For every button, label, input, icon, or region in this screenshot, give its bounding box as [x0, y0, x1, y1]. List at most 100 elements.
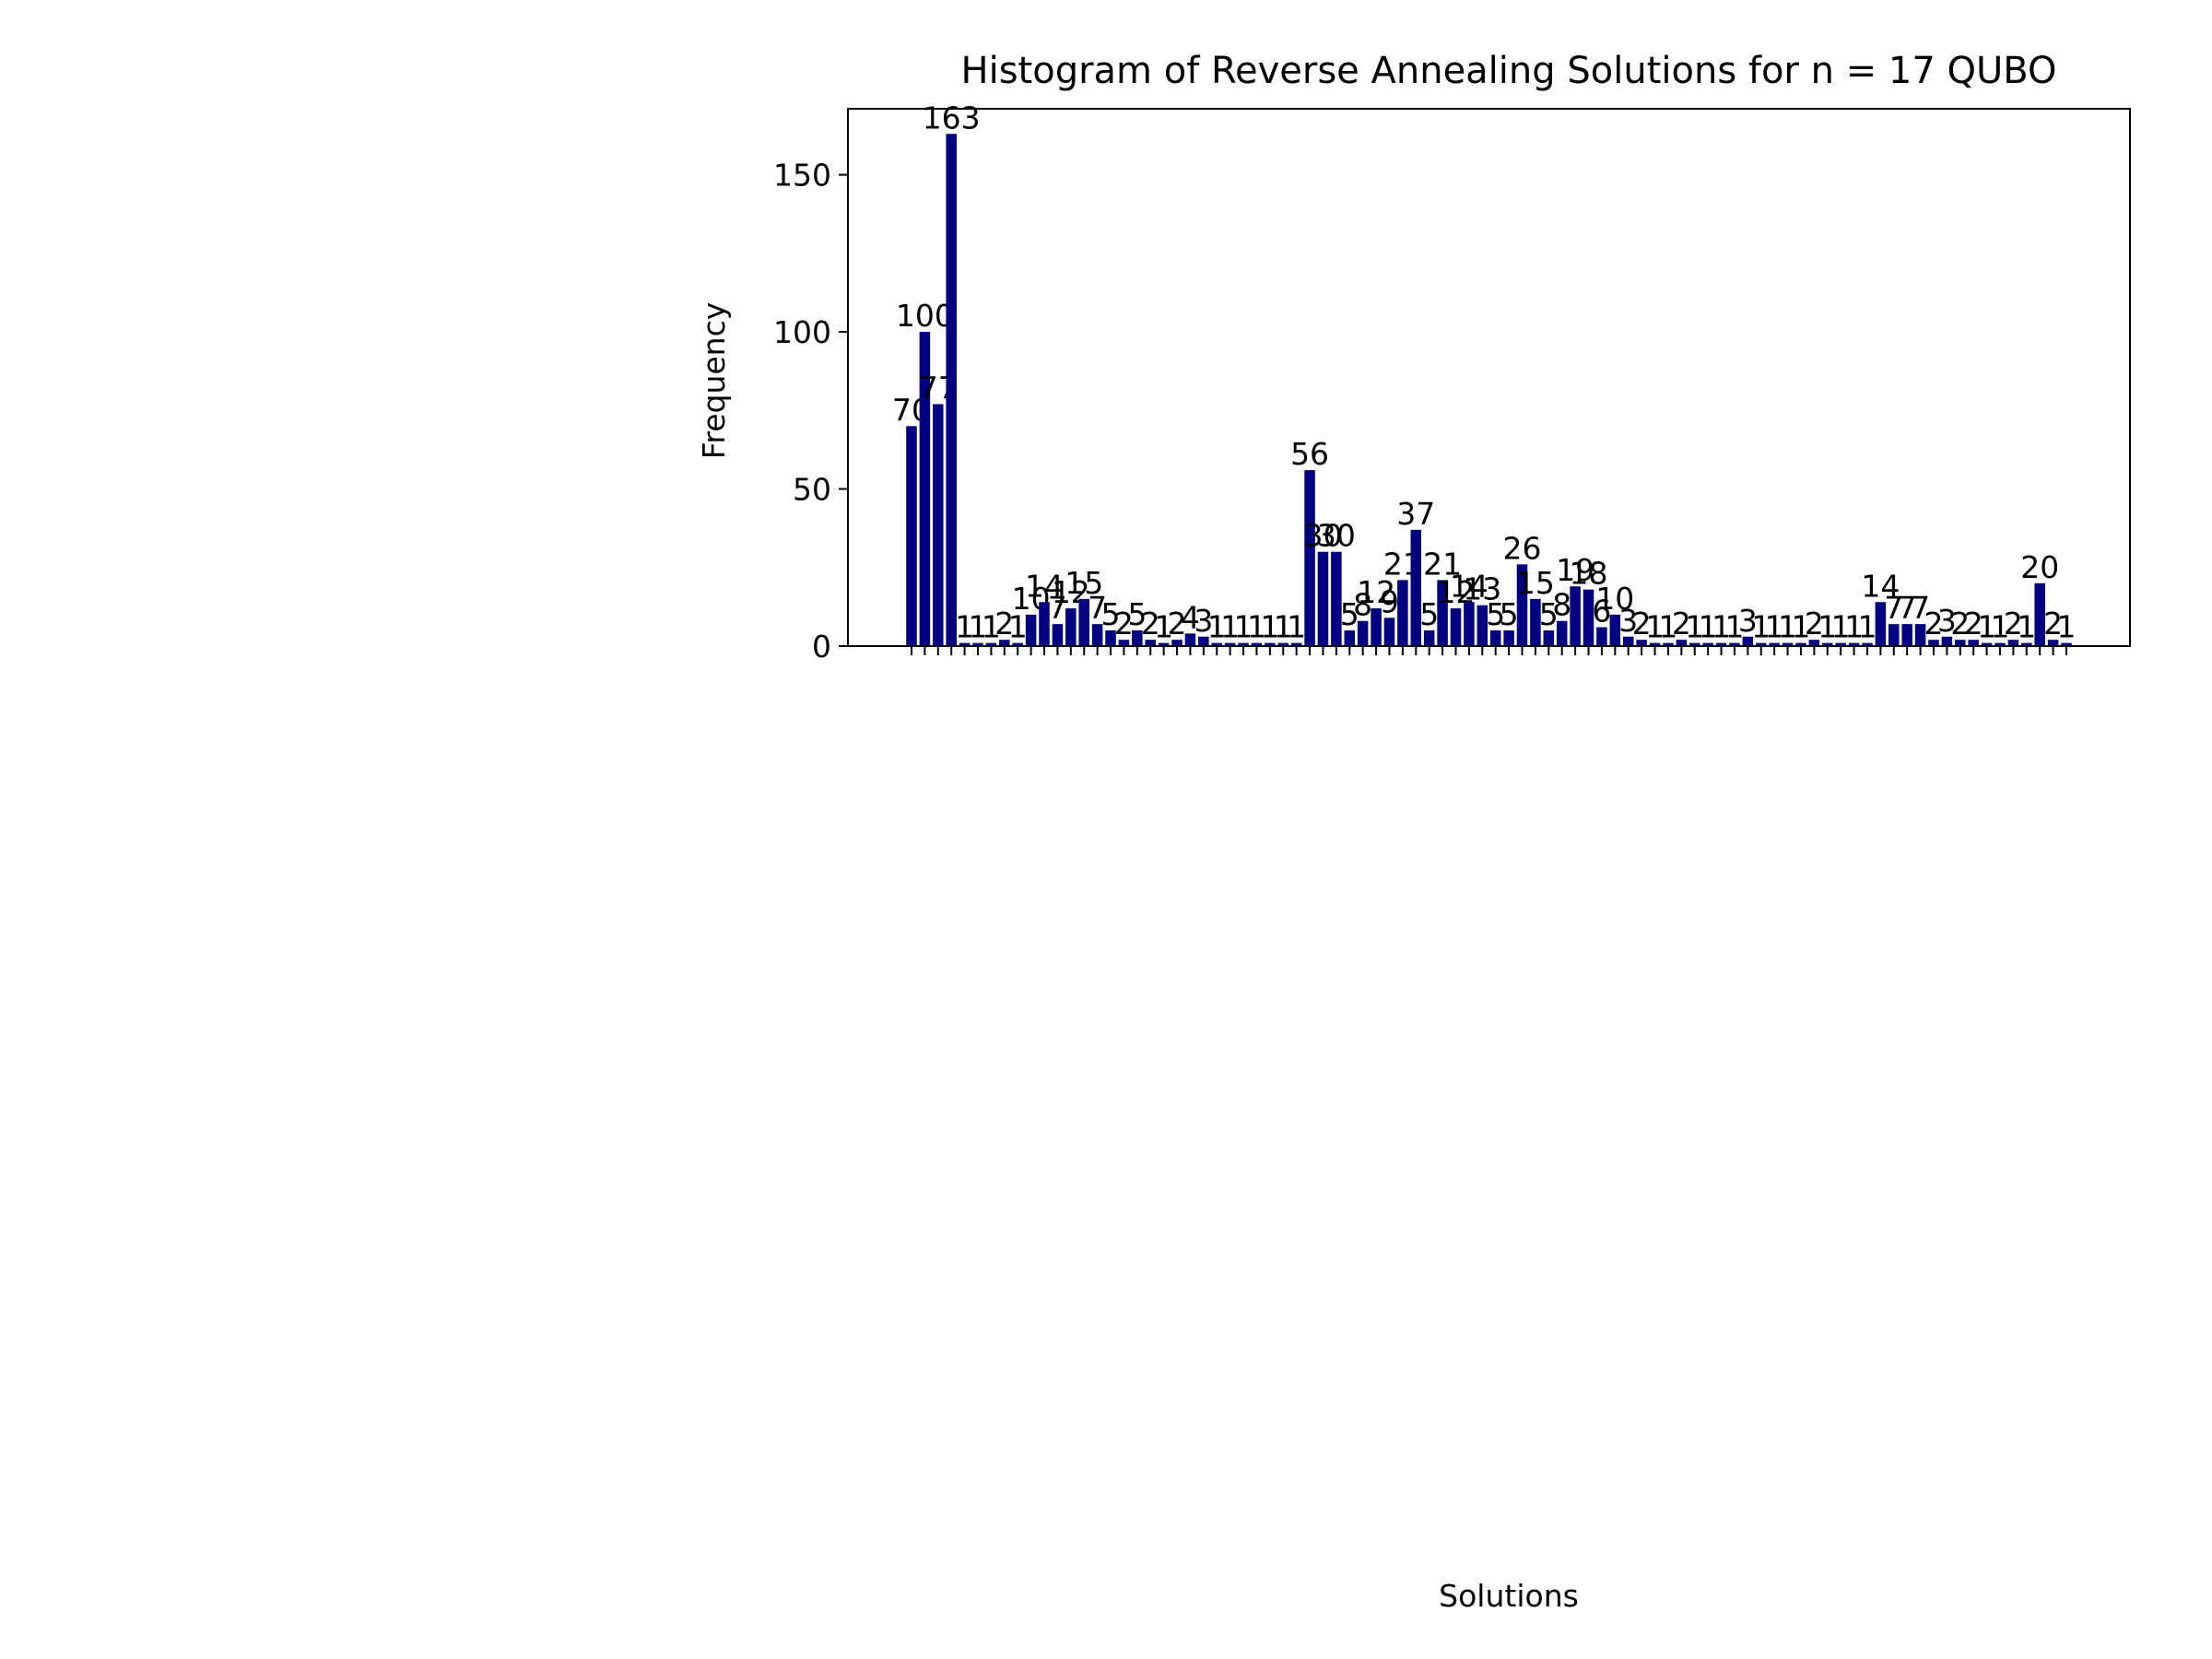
- value-label: 2: [1964, 606, 1983, 641]
- value-label: 1: [1008, 609, 1028, 645]
- value-label: 1: [1287, 609, 1306, 645]
- bar: [1052, 624, 1064, 646]
- value-label: 2: [1805, 606, 1824, 641]
- value-label: 1: [1645, 609, 1665, 645]
- bar: [1994, 642, 2006, 646]
- bar: [1556, 620, 1568, 646]
- value-label: 1: [1977, 609, 1996, 645]
- bar: [1663, 642, 1674, 646]
- value-label: 6: [1592, 594, 1611, 629]
- value-label: 1: [1751, 609, 1771, 645]
- bar: [1397, 580, 1408, 646]
- value-label: 2: [1950, 606, 1970, 641]
- bar: [1464, 602, 1475, 646]
- value-label: 8: [1552, 587, 1571, 623]
- bar: [1238, 642, 1249, 646]
- bar: [1331, 551, 1342, 646]
- value-label: 2: [1924, 606, 1943, 641]
- bar: [1543, 629, 1555, 646]
- bar: [1862, 642, 1873, 646]
- bar: [1848, 642, 1860, 646]
- value-label: 26: [1503, 530, 1542, 566]
- value-label: 1: [1778, 609, 1797, 645]
- value-label: 1: [955, 609, 974, 645]
- bar: [1928, 640, 1939, 646]
- bar: [1715, 642, 1727, 646]
- value-label: 20: [2020, 549, 2059, 585]
- value-label: 1: [1791, 609, 1810, 645]
- bar: [1132, 629, 1143, 646]
- value-label: 2: [2043, 606, 2063, 641]
- bar: [1609, 614, 1621, 646]
- bar: [906, 426, 917, 646]
- bar: [959, 642, 971, 646]
- value-label: 12: [1357, 574, 1395, 610]
- y-tick-label: 150: [773, 158, 831, 194]
- x-axis-label: Solutions: [1439, 1578, 1579, 1614]
- value-label: 100: [896, 298, 954, 334]
- bar: [1410, 529, 1422, 646]
- bar: [1198, 636, 1209, 646]
- bar: [1649, 642, 1661, 646]
- value-label: 1: [1844, 609, 1864, 645]
- bar: [1383, 618, 1395, 646]
- value-label: 1: [1724, 609, 1744, 645]
- bar: [1503, 629, 1514, 646]
- bar: [1622, 636, 1634, 646]
- bar: [1224, 642, 1236, 646]
- value-label: 1: [2017, 609, 2036, 645]
- bar: [1968, 640, 1979, 646]
- value-label: 30: [1317, 518, 1356, 554]
- bar: [1914, 624, 1926, 646]
- bar: [1105, 629, 1116, 646]
- value-label: 15: [1065, 565, 1103, 601]
- value-label: 1: [1247, 609, 1266, 645]
- value-label: 8: [1353, 587, 1372, 623]
- bar: [1955, 640, 1966, 646]
- value-label: 14: [1025, 568, 1064, 604]
- value-label: 1: [1685, 609, 1704, 645]
- bar: [1251, 642, 1263, 646]
- value-label: 1: [1818, 609, 1837, 645]
- value-label: 14: [1450, 568, 1488, 604]
- y-tick-label: 50: [793, 472, 831, 508]
- value-label: 5: [1539, 596, 1559, 632]
- bar: [1450, 608, 1462, 646]
- value-label: 1: [1831, 609, 1851, 645]
- bar: [1769, 642, 1780, 646]
- value-label: 5: [1340, 596, 1359, 632]
- value-label: 15: [1516, 565, 1555, 601]
- bar: [2047, 640, 2059, 646]
- bar: [1596, 627, 1607, 646]
- bar: [1025, 614, 1037, 646]
- bar: [1676, 640, 1688, 646]
- value-label: 7: [1048, 590, 1067, 626]
- value-label: 30: [1303, 518, 1342, 554]
- value-label: 1: [2057, 609, 2077, 645]
- value-label: 19: [1556, 552, 1594, 588]
- bar: [1583, 589, 1594, 646]
- value-label: 2: [1632, 606, 1652, 641]
- bar: [1888, 624, 1900, 646]
- bar: [1941, 636, 1953, 646]
- bar: [1437, 580, 1448, 646]
- value-label: 1: [1260, 609, 1279, 645]
- value-label: 2: [2004, 606, 2023, 641]
- bar: [1357, 620, 1369, 646]
- bar: [1702, 642, 1713, 646]
- value-label: 3: [1618, 603, 1638, 639]
- value-label: 2: [1114, 606, 1134, 641]
- value-label: 1: [1220, 609, 1240, 645]
- value-label: 1: [982, 609, 1001, 645]
- bar: [1344, 629, 1356, 646]
- bar: [1489, 629, 1501, 646]
- bar: [2007, 640, 2019, 646]
- value-label: 2: [994, 606, 1014, 641]
- bar: [1755, 642, 1767, 646]
- value-label: 5: [1419, 596, 1439, 632]
- value-label: 1: [969, 609, 988, 645]
- bar: [1423, 629, 1435, 646]
- value-label: 1: [1207, 609, 1227, 645]
- bar: [1012, 642, 1023, 646]
